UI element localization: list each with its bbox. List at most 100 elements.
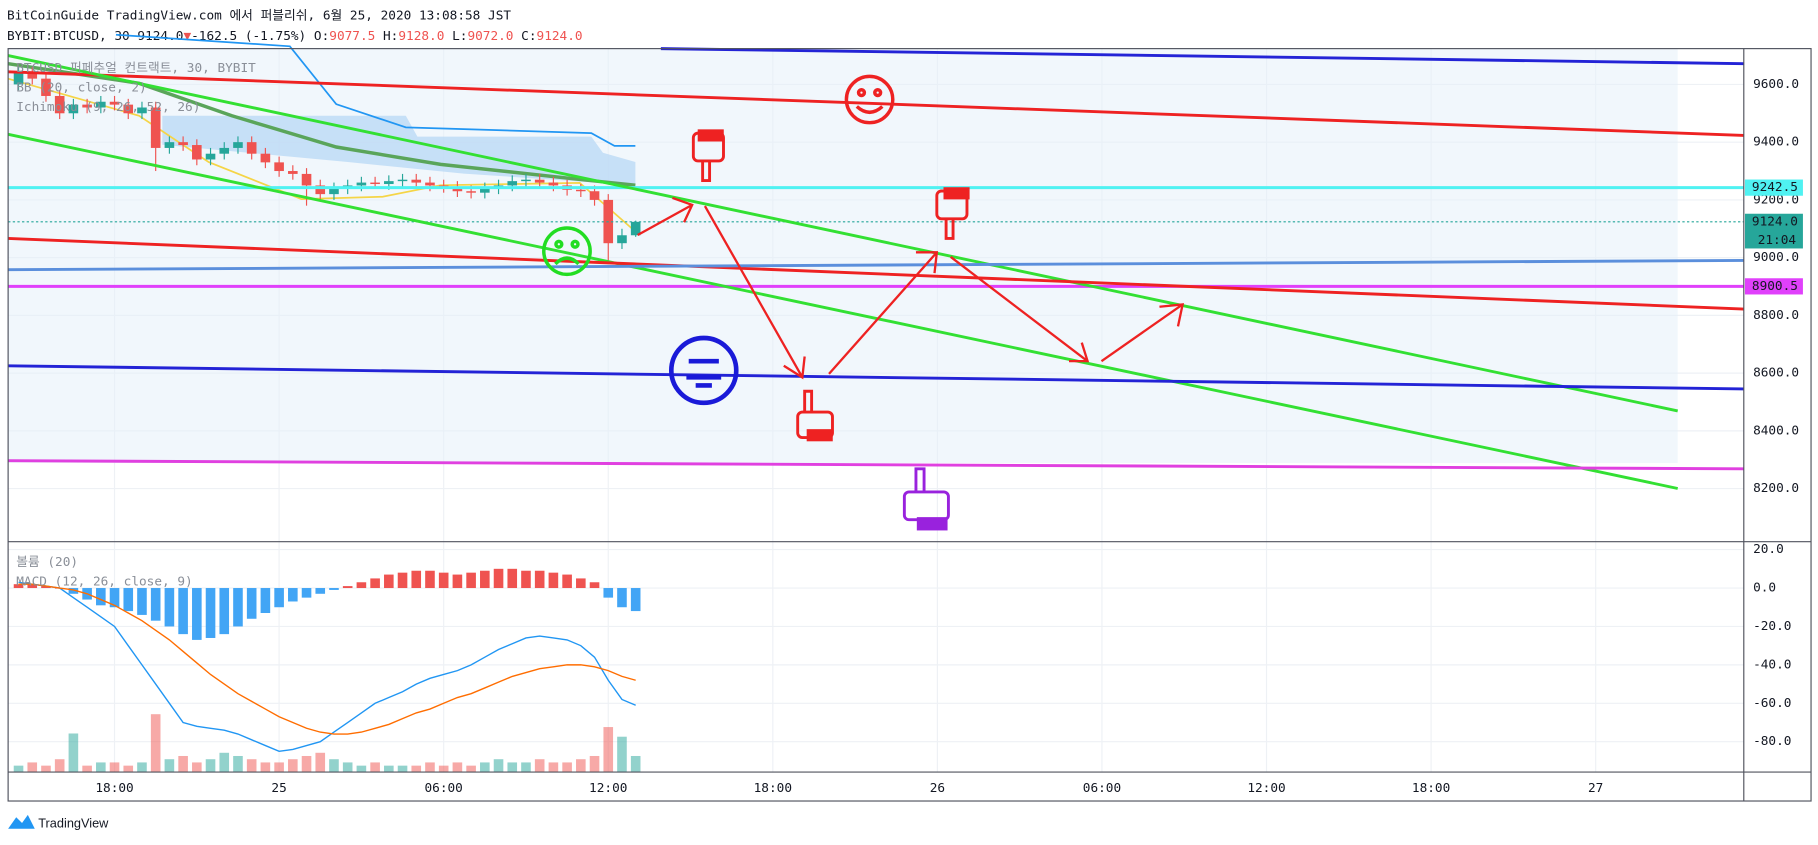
y-tick-label: 8200.0 [1753, 481, 1799, 496]
histogram-bar [397, 572, 408, 589]
y-tick-label: 8400.0 [1753, 423, 1799, 438]
candle-body [288, 171, 298, 174]
y-tick-label: -40.0 [1753, 657, 1791, 672]
histogram-bar [301, 588, 312, 598]
candle-body [466, 191, 476, 193]
volume-bar [274, 762, 284, 773]
volume-bar [603, 727, 614, 773]
candle-body [205, 153, 216, 160]
trend-line [7, 132, 1679, 490]
volume-bar [192, 762, 202, 773]
candle-body [123, 104, 134, 114]
candle-body [630, 221, 641, 236]
histogram-bar [370, 578, 380, 589]
y-tick-label: 9000.0 [1753, 250, 1799, 265]
hand-icon [796, 389, 834, 442]
hand-icon [902, 467, 950, 531]
histogram-bar [521, 570, 531, 589]
volume-bar [164, 759, 175, 773]
candle-body [384, 181, 394, 185]
volume-bar [480, 762, 490, 773]
volume-bar [178, 755, 188, 773]
candle-body [548, 182, 559, 186]
volume-bar [452, 762, 463, 773]
hand-icon [691, 129, 725, 183]
histogram-bar [274, 588, 284, 608]
ohlc-value: 9072.0 [467, 28, 513, 43]
histogram-bar [123, 588, 134, 612]
candle-body [425, 182, 435, 186]
arrow [950, 256, 1090, 363]
candle-body [589, 191, 600, 200]
histogram-bar [205, 588, 216, 638]
ohlc-value: 9124.0 [537, 28, 583, 43]
histogram-bar [315, 588, 326, 594]
x-tick-label: 25 [271, 781, 286, 796]
volume-bar [630, 755, 641, 773]
histogram-bar [534, 570, 545, 589]
ohlc-key: O: [314, 28, 329, 43]
candle-body [507, 181, 518, 186]
histogram-bar [630, 588, 641, 612]
y-tick-label: 8600.0 [1753, 366, 1799, 381]
brand: TradingView [38, 816, 109, 831]
histogram-bar [562, 574, 572, 589]
volume-bar [521, 762, 531, 773]
histogram-bar [342, 586, 353, 589]
x-tick-label: 18:00 [95, 781, 133, 796]
drawings [7, 47, 1744, 531]
indicator-label: 볼륨 (20) [16, 555, 78, 570]
x-tick-label: 27 [1588, 781, 1603, 796]
x-tick-label: 18:00 [754, 781, 792, 796]
candle-body [54, 95, 65, 114]
volume-bar [589, 755, 600, 773]
volume-bar [315, 752, 326, 773]
volume-bar [219, 752, 230, 773]
histogram-bar [27, 584, 38, 589]
volume-bar [466, 765, 476, 773]
candle-body [246, 142, 257, 154]
histogram-bar [137, 588, 147, 615]
x-tick-label: 26 [930, 781, 945, 796]
histogram-bar [411, 570, 422, 589]
volume-bar [123, 765, 134, 773]
volume-bar [27, 762, 38, 773]
histogram-bar [178, 588, 188, 635]
arrow [637, 196, 694, 236]
candle-body [137, 107, 147, 114]
arrows [637, 196, 1185, 380]
volume-bar [246, 759, 257, 773]
macd-line [18, 581, 636, 753]
volume-bar [205, 759, 216, 773]
histogram-bar [233, 588, 243, 627]
candle-body [13, 72, 24, 85]
y-tick-label: 0.0 [1753, 581, 1776, 596]
volume-bar [329, 759, 339, 773]
volume-bar [13, 765, 24, 773]
ohlc-key: L: [452, 28, 467, 43]
smiley [844, 74, 895, 125]
bb-upper [115, 33, 636, 147]
histogram-bar [288, 588, 298, 602]
histogram-bar [493, 568, 504, 589]
candle-body [164, 142, 175, 148]
volume-bar [150, 714, 161, 773]
y-tick-label: 20.0 [1753, 542, 1784, 557]
price-label-box [1744, 179, 1803, 196]
indicator-label: MACD (12, 26, close, 9) [16, 575, 192, 590]
candle-body [41, 78, 51, 96]
histogram-bar [452, 574, 463, 589]
histogram-bar [576, 578, 586, 589]
candle-body [178, 142, 188, 146]
hand-icon [935, 187, 970, 240]
volume-bar [438, 765, 449, 773]
histogram-bar [41, 586, 51, 589]
candle-body [617, 235, 627, 244]
volume-bar [260, 762, 271, 773]
histogram-bar [617, 588, 627, 608]
histogram-bar [425, 570, 435, 589]
y-tick-label: 9400.0 [1753, 135, 1799, 150]
y-tick-label: 9600.0 [1753, 77, 1799, 92]
change: -162.5 (-1.75%) [191, 28, 306, 43]
histogram-bar [96, 588, 106, 606]
